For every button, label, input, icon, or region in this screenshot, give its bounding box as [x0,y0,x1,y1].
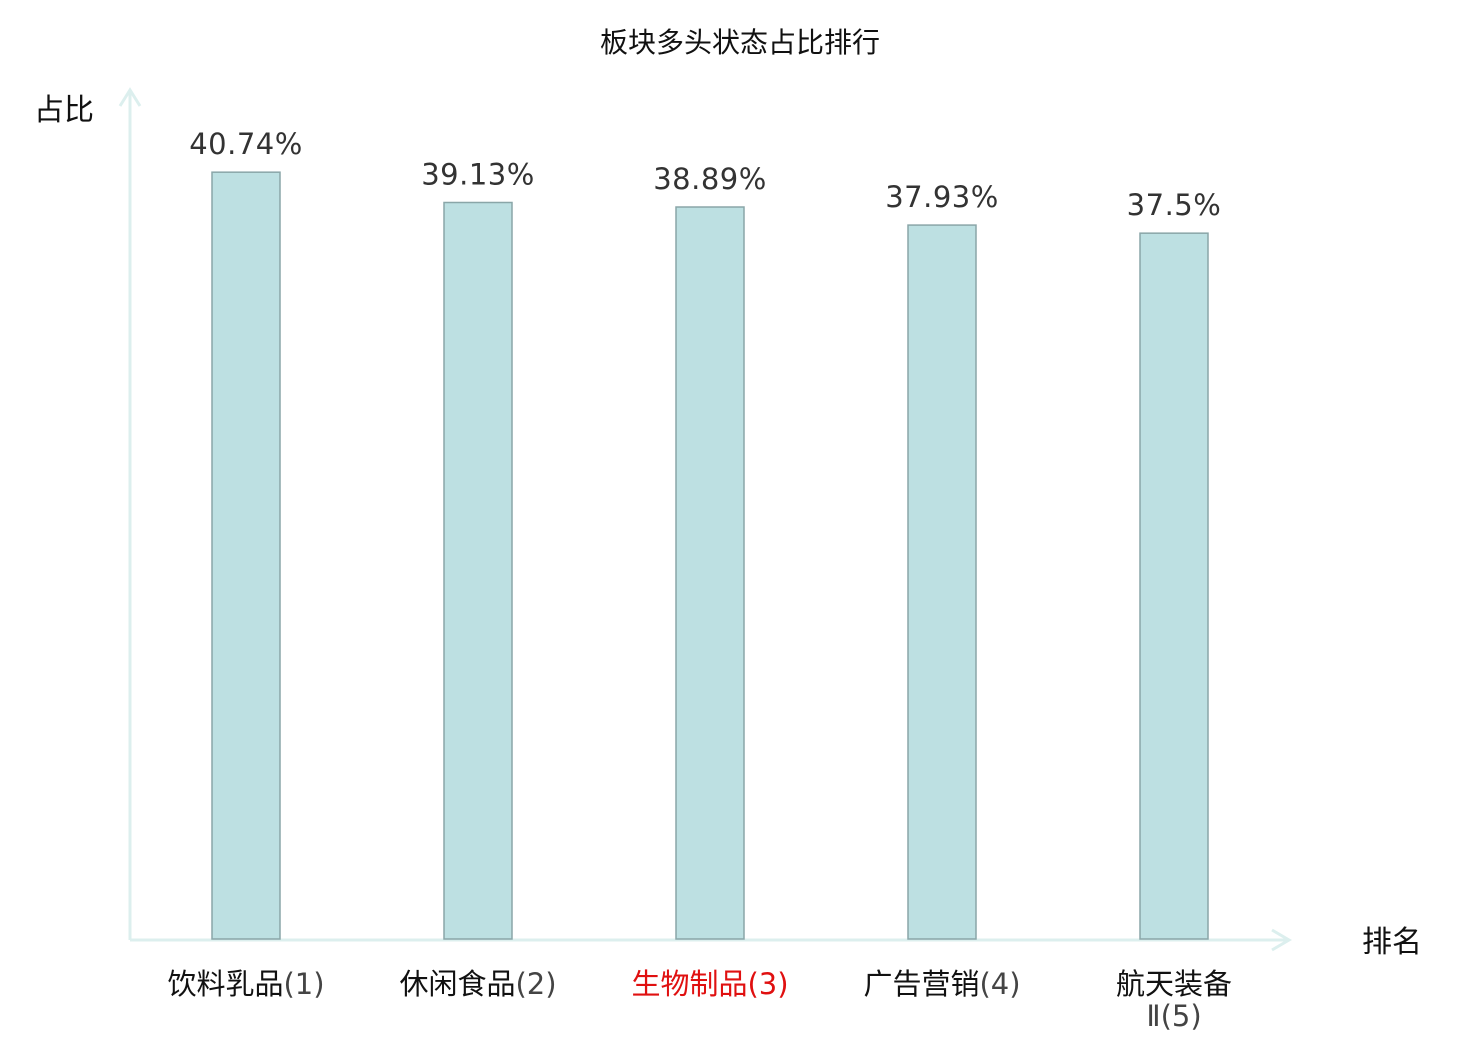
value-label-2: 39.13% [421,157,535,191]
bar-5 [1139,232,1209,940]
category-labels-layer: 饮料乳品(1) 休闲食品(2) 生物制品(3) 广告营销(4) 航天装备 Ⅱ(5) [167,967,1232,1033]
bar-3 [675,206,745,940]
y-axis-title: 占比 [34,93,94,128]
x-axis-title: 排名 [1362,925,1422,960]
value-label-4: 37.93% [885,180,999,214]
category-name-3: 生物制品 [631,967,747,1001]
category-label-3: 生物制品(3) [631,967,788,1001]
category-rank-4: (4) [979,967,1020,1001]
category-name-1: 饮料乳品 [167,967,283,1001]
bars-layer [211,171,1209,940]
category-label-5: 航天装备 Ⅱ(5) [1116,967,1232,1033]
category-name-cont-5: Ⅱ [1146,999,1160,1033]
y-axis-arrow-icon [118,87,142,107]
category-label-1: 饮料乳品(1) [167,967,324,1001]
value-label-1: 40.74% [189,127,303,161]
value-labels-layer: 40.74% 39.13% 38.89% 37.93% 37.5% [189,127,1221,222]
category-rank-2: (2) [515,967,556,1001]
category-rank-1: (1) [283,967,324,1001]
category-rank-3: (3) [747,967,788,1001]
bar-1 [211,171,281,940]
x-axis [130,928,1292,952]
y-axis [118,87,142,940]
bar-2 [443,201,513,940]
category-name-4: 广告营销 [863,967,979,1001]
value-label-3: 38.89% [653,162,767,196]
category-label-4: 广告营销(4) [863,967,1020,1001]
x-axis-arrow-icon [1271,928,1292,952]
category-label-2: 休闲食品(2) [399,967,556,1001]
value-label-5: 37.5% [1127,188,1222,222]
category-name-5: 航天装备 [1116,967,1232,1001]
bar-4 [907,224,977,940]
category-rank-5: (5) [1161,999,1202,1033]
chart-title: 板块多头状态占比排行 [600,26,880,59]
category-name-2: 休闲食品 [399,967,515,1001]
